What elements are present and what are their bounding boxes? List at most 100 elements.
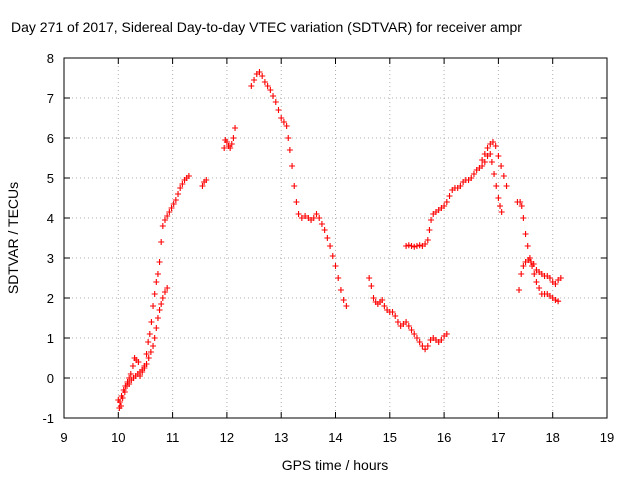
data-point — [518, 203, 525, 209]
data-point — [498, 209, 505, 215]
data-point — [139, 369, 146, 375]
data-point — [251, 77, 258, 83]
data-point — [518, 271, 525, 277]
data-point — [280, 119, 287, 125]
data-point — [154, 315, 161, 321]
y-tick-label: 1 — [47, 331, 54, 346]
data-point — [150, 303, 157, 309]
data-point — [520, 263, 527, 269]
data-point — [143, 361, 150, 367]
data-point — [159, 295, 166, 301]
data-point — [403, 243, 410, 249]
data-point — [495, 153, 502, 159]
data-point — [146, 331, 153, 337]
data-point — [332, 263, 339, 269]
data-point — [405, 242, 412, 249]
y-tick-label: 6 — [47, 131, 54, 146]
x-axis-label: GPS time / hours — [282, 457, 389, 473]
data-point — [492, 143, 499, 149]
data-point — [156, 259, 163, 265]
data-point — [446, 193, 453, 199]
data-point — [457, 183, 464, 189]
data-point — [335, 275, 342, 281]
data-point — [316, 215, 323, 221]
data-point — [158, 301, 165, 307]
x-tick-label: 16 — [437, 430, 451, 445]
data-point — [426, 227, 433, 233]
x-tick-label: 14 — [328, 430, 342, 445]
x-tick-label: 18 — [545, 430, 559, 445]
data-point — [479, 163, 486, 169]
data-point — [555, 298, 562, 305]
series-plateau-3.3 — [403, 139, 510, 250]
series-tail-17.4 — [514, 199, 562, 305]
data-point — [116, 399, 123, 405]
data-point — [150, 343, 157, 349]
data-point — [147, 349, 154, 355]
data-point — [166, 209, 173, 215]
data-point — [552, 281, 559, 287]
data-point — [495, 195, 502, 201]
data-point — [530, 261, 537, 267]
data-point — [158, 239, 165, 245]
data-point — [137, 373, 144, 379]
data-point — [498, 163, 505, 169]
data-point — [416, 242, 423, 249]
data-point — [497, 203, 504, 209]
x-axis-ticks: 9 10 11 12 13 14 15 16 17 18 19 — [60, 58, 614, 445]
data-point — [156, 307, 163, 313]
series-rise-b — [116, 173, 192, 411]
y-tick-label: 5 — [47, 171, 54, 186]
data-point — [228, 141, 235, 147]
data-point — [368, 283, 375, 289]
data-point — [170, 201, 177, 207]
data-point — [337, 287, 344, 293]
data-point — [264, 83, 271, 89]
y-tick-label: 2 — [47, 291, 54, 306]
data-point — [221, 145, 228, 151]
data-point — [164, 285, 171, 291]
data-point — [520, 215, 527, 221]
data-point — [424, 343, 431, 349]
data-point — [370, 295, 377, 301]
y-tick-label: -1 — [42, 411, 54, 426]
x-tick-label: 10 — [111, 430, 125, 445]
data-point — [522, 231, 529, 237]
data-point — [283, 123, 290, 129]
data-point — [405, 323, 412, 329]
data-point — [145, 339, 152, 345]
data-point — [422, 241, 429, 247]
data-point — [443, 331, 450, 337]
data-point — [275, 107, 282, 113]
series-drop-17 — [479, 151, 505, 215]
data-point — [286, 147, 293, 153]
y-tick-label: 7 — [47, 91, 54, 106]
data-point — [470, 171, 477, 177]
data-point — [403, 319, 410, 325]
data-point — [438, 337, 445, 343]
data-point — [416, 339, 423, 345]
data-point — [298, 215, 305, 221]
data-point — [419, 343, 426, 349]
data-point — [177, 185, 184, 191]
data-point — [161, 289, 168, 295]
data-point — [546, 275, 553, 281]
data-point — [285, 135, 292, 141]
data-point — [168, 205, 175, 211]
data-point — [428, 217, 435, 223]
data-point — [145, 355, 152, 361]
data-point — [153, 325, 160, 331]
data-point — [552, 297, 559, 303]
data-point — [533, 279, 540, 285]
data-point — [261, 79, 268, 85]
chart-title: Day 271 of 2017, Sidereal Day-to-day VTE… — [11, 19, 522, 35]
data-point — [118, 403, 125, 409]
data-point — [408, 327, 415, 333]
data-point — [154, 271, 161, 277]
data-point — [159, 223, 166, 229]
x-tick-label: 11 — [166, 430, 180, 445]
data-point — [161, 217, 168, 223]
y-tick-label: 3 — [47, 251, 54, 266]
data-point — [185, 173, 192, 179]
